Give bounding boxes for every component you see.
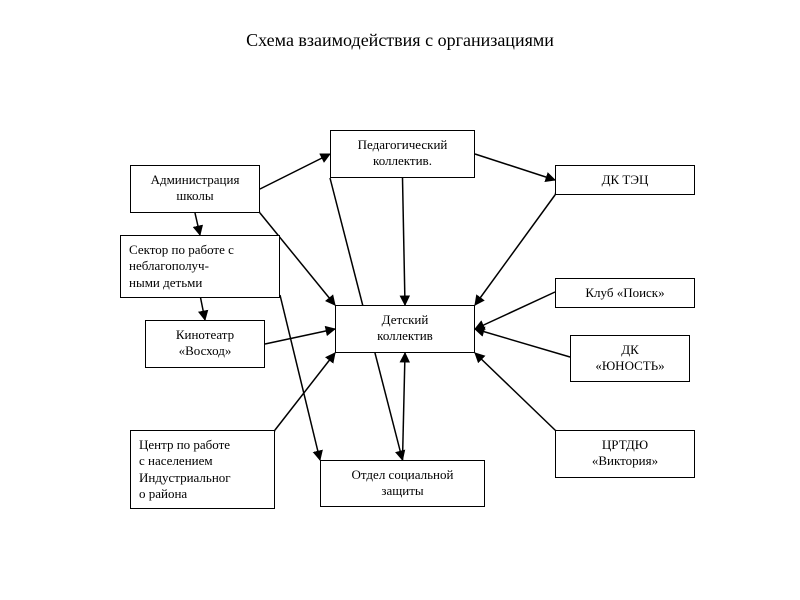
edge-kino-center [265, 329, 335, 344]
edge-tsentr-center [275, 353, 335, 430]
edge-sector-kino [200, 295, 205, 320]
node-otdel: Отдел социальнойзащиты [320, 460, 485, 507]
edge-sector-otdel [280, 295, 320, 460]
node-kino: Кинотеатр«Восход» [145, 320, 265, 368]
edge-ped-center [403, 178, 406, 305]
node-admin: Администрацияшколы [130, 165, 260, 213]
edge-crtdyu-center [475, 353, 555, 430]
edge-club-center [475, 292, 555, 329]
edge-yunost-center [475, 329, 570, 357]
node-club: Клуб «Поиск» [555, 278, 695, 308]
node-dktec: ДК ТЭЦ [555, 165, 695, 195]
diagram-title: Схема взаимодействия с организациями [0, 30, 800, 51]
edge-admin-sector [195, 213, 200, 235]
node-yunost: ДК«ЮНОСТЬ» [570, 335, 690, 382]
node-crtdyu: ЦРТДЮ«Виктория» [555, 430, 695, 478]
edge-ped-dktec [475, 154, 555, 180]
node-tsentr: Центр по работес населениемИндустриально… [130, 430, 275, 509]
node-sector: Сектор по работе снеблагополуч-ными деть… [120, 235, 280, 298]
edge-admin-ped [260, 154, 330, 189]
edge-dktec-center [475, 195, 555, 305]
edge-otdel-center [403, 353, 406, 460]
node-center: Детскийколлектив [335, 305, 475, 353]
node-ped: Педагогическийколлектив. [330, 130, 475, 178]
